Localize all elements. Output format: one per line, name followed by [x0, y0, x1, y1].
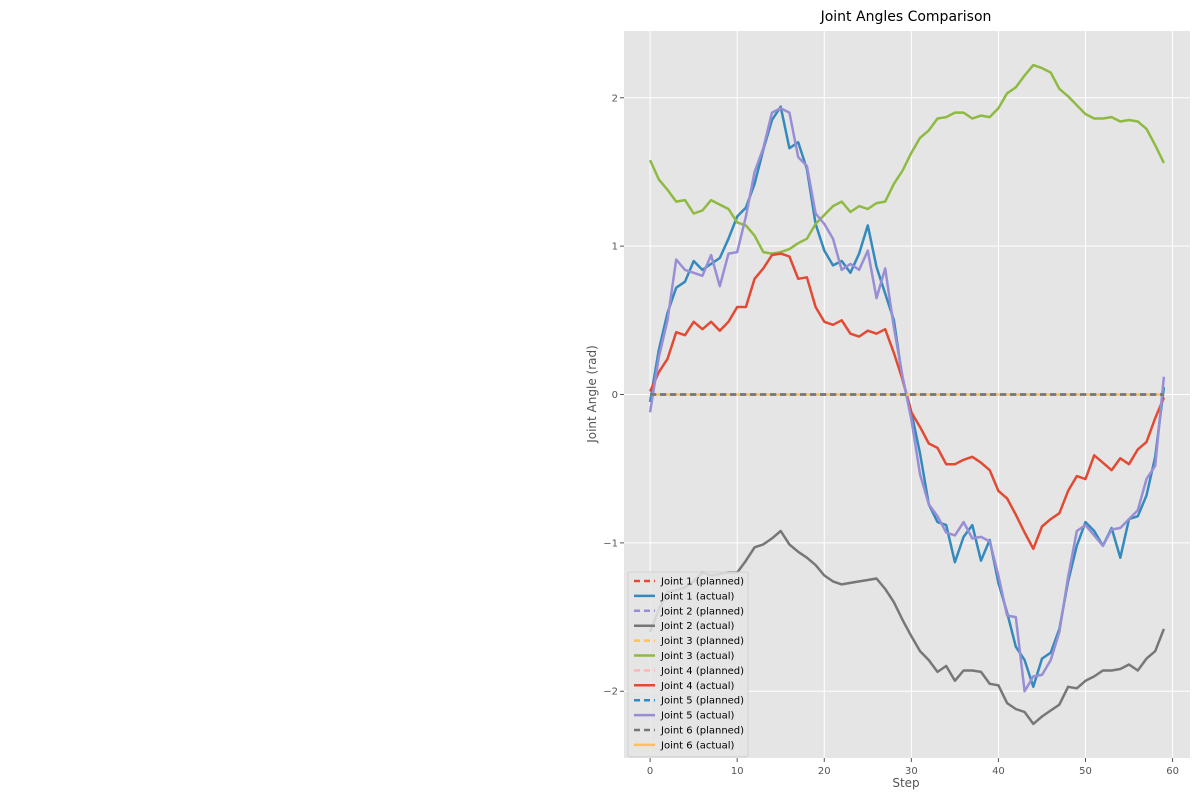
y-tick-label: −2: [603, 687, 618, 698]
chart-title: Joint Angles Comparison: [820, 9, 992, 25]
x-tick-label: 20: [818, 766, 831, 777]
legend-label: Joint 4 (actual): [660, 681, 735, 692]
series-line-joint-3-actual: [648, 63, 1166, 255]
x-tick-label: 30: [905, 766, 918, 777]
y-tick-label: 0: [612, 390, 618, 401]
y-axis-label: Joint Angle (rad): [585, 345, 599, 444]
legend-label: Joint 1 (planned): [660, 577, 744, 588]
legend-label: Joint 2 (actual): [660, 621, 735, 632]
y-tick-labels: −2 −1 0 1 2: [603, 93, 624, 698]
x-axis-label: Step: [892, 776, 919, 790]
legend-label: Joint 4 (planned): [660, 666, 744, 677]
x-tick-labels: 0 10 20 30 40 50 60: [647, 758, 1179, 777]
legend-label: Joint 3 (planned): [660, 636, 744, 647]
x-tick-label: 60: [1166, 766, 1179, 777]
legend: Joint 1 (planned) Joint 1 (actual) Joint 2…: [627, 571, 749, 758]
legend-label: Joint 5 (planned): [660, 696, 744, 707]
x-tick-label: 0: [647, 766, 653, 777]
legend-label: Joint 3 (actual): [660, 651, 735, 662]
y-tick-label: 1: [612, 242, 618, 253]
x-tick-label: 10: [731, 766, 744, 777]
x-tick-label: 40: [992, 766, 1005, 777]
series-layer: [648, 63, 1166, 726]
y-tick-label: −1: [603, 538, 618, 549]
series-line-joint-5-actual: [648, 106, 1166, 693]
x-tick-label: 50: [1079, 766, 1092, 777]
legend-label: Joint 6 (planned): [660, 726, 744, 737]
legend-label: Joint 1 (actual): [660, 591, 735, 602]
y-tick-label: 2: [612, 93, 618, 104]
legend-label: Joint 6 (actual): [660, 740, 735, 751]
legend-label: Joint 2 (planned): [660, 606, 744, 617]
legend-label: Joint 5 (actual): [660, 711, 735, 722]
legend-box: [627, 571, 749, 758]
